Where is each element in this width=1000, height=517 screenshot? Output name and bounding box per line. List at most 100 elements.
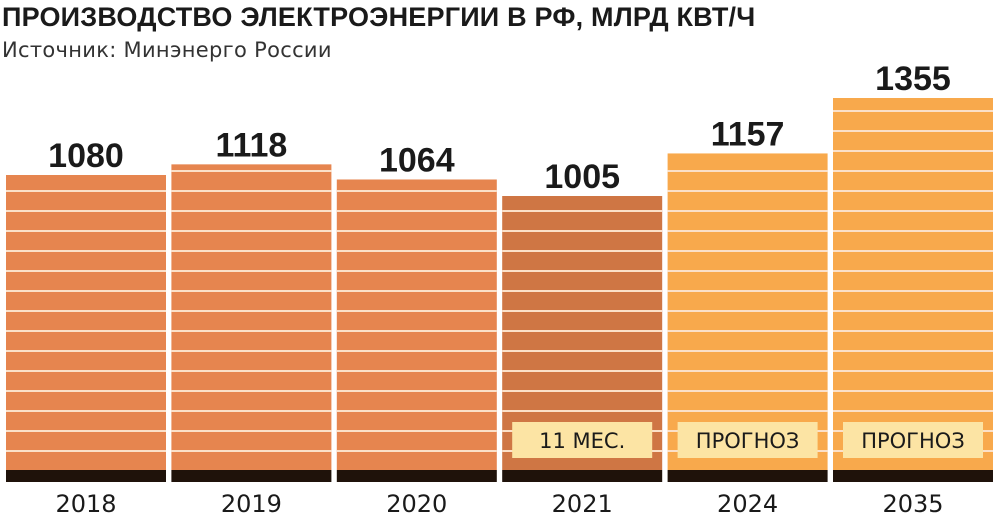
bar-stripe	[833, 410, 993, 412]
data-label: 1080	[48, 137, 124, 175]
bar-stripe	[171, 190, 332, 192]
bar-stripe	[502, 210, 663, 212]
bar-stripe	[667, 210, 828, 212]
bar-stripe	[667, 330, 828, 332]
bar-stripe	[6, 290, 166, 292]
bar-stripe	[502, 410, 663, 412]
bar-stripe	[502, 250, 663, 252]
bar-stripe	[667, 250, 828, 252]
bar-stripe	[6, 410, 166, 412]
bar-stripe	[667, 370, 828, 372]
bar-stripe	[171, 250, 332, 252]
bar-stripe	[833, 130, 993, 132]
bar-stripe	[833, 210, 993, 212]
bar-stripe	[833, 230, 993, 232]
data-label: 1157	[711, 115, 785, 153]
bar-stripe	[833, 150, 993, 152]
x-tick-label: 2021	[552, 490, 613, 517]
bar-stripe	[6, 370, 166, 372]
bar-base	[667, 470, 828, 482]
bar-stripe	[833, 190, 993, 192]
bar-stripe	[171, 290, 332, 292]
bar-stripe	[171, 270, 332, 272]
bar-base	[833, 470, 993, 482]
bar-base	[171, 470, 332, 482]
bar-stripe	[502, 290, 663, 292]
bar-stripe	[336, 250, 497, 252]
bar-stripe	[667, 230, 828, 232]
bar-2019: 1118 2019	[171, 126, 332, 517]
bar-2018: 1080 2018	[6, 137, 166, 517]
bar-stripe	[6, 230, 166, 232]
bar-stripe	[833, 370, 993, 372]
x-tick-label: 2018	[55, 490, 116, 517]
bar-base	[336, 470, 497, 482]
bar-stripe	[502, 350, 663, 352]
bar-stripe	[171, 170, 332, 172]
bar-stripe	[171, 210, 332, 212]
bar-stripe	[502, 390, 663, 392]
bar	[833, 98, 993, 470]
annotation-text: ПРОГНОЗ	[696, 429, 800, 453]
bar-stripe	[833, 110, 993, 112]
data-label: 1005	[544, 158, 620, 196]
bar-stripe	[6, 310, 166, 312]
bar	[6, 175, 166, 470]
bar-stripe	[833, 350, 993, 352]
bar-stripe	[6, 450, 166, 452]
bar-stripe	[171, 390, 332, 392]
bar-2021: 1005 2021 11 МЕС.	[502, 158, 663, 517]
bar-stripe	[6, 390, 166, 392]
bar-stripe	[833, 250, 993, 252]
bar-stripe	[336, 390, 497, 392]
bar-stripe	[667, 410, 828, 412]
data-label: 1064	[379, 141, 455, 179]
bar-stripe	[502, 330, 663, 332]
bar-stripe	[171, 430, 332, 432]
bar-stripe	[336, 410, 497, 412]
bar-2020: 1064 2020	[336, 141, 497, 517]
bar-stripe	[667, 310, 828, 312]
bar-stripe	[336, 350, 497, 352]
bar-base	[502, 470, 663, 482]
annotation-text: 11 МЕС.	[539, 429, 625, 453]
bar-stripe	[6, 430, 166, 432]
bar-stripe	[171, 410, 332, 412]
annotation-badge	[843, 422, 983, 458]
bar-stripe	[336, 270, 497, 272]
bar-stripe	[502, 370, 663, 372]
bar-stripe	[171, 350, 332, 352]
annotation-badge	[512, 422, 653, 458]
bar-stripe	[6, 270, 166, 272]
bar-stripe	[336, 230, 497, 232]
bar-stripe	[502, 230, 663, 232]
bar-stripe	[171, 330, 332, 332]
bar-stripe	[336, 190, 497, 192]
data-label: 1118	[215, 126, 287, 164]
chart-source: Источник: Минэнерго России	[2, 38, 332, 62]
annotation-text: ПРОГНОЗ	[861, 429, 965, 453]
bar-stripe	[6, 190, 166, 192]
x-tick-label: 2019	[221, 490, 282, 517]
bar	[336, 179, 497, 471]
bar-stripe	[833, 310, 993, 312]
bar-stripe	[6, 250, 166, 252]
bar-stripe	[667, 290, 828, 292]
annotation-badge	[677, 422, 818, 458]
bar-stripe	[833, 390, 993, 392]
bar-stripe	[833, 330, 993, 332]
bar	[171, 164, 332, 471]
x-tick-label: 2035	[882, 490, 943, 517]
chart-title: ПРОИЗВОДСТВО ЭЛЕКТРОЭНЕРГИИ В РФ, МЛРД К…	[2, 2, 756, 32]
bar-stripe	[667, 190, 828, 192]
bar-stripe	[336, 210, 497, 212]
bar-stripe	[336, 290, 497, 292]
bar-stripe	[6, 210, 166, 212]
bar-stripe	[6, 330, 166, 332]
bar-stripe	[667, 390, 828, 392]
bar-stripe	[833, 270, 993, 272]
bar-stripe	[502, 270, 663, 272]
bar-stripe	[6, 350, 166, 352]
